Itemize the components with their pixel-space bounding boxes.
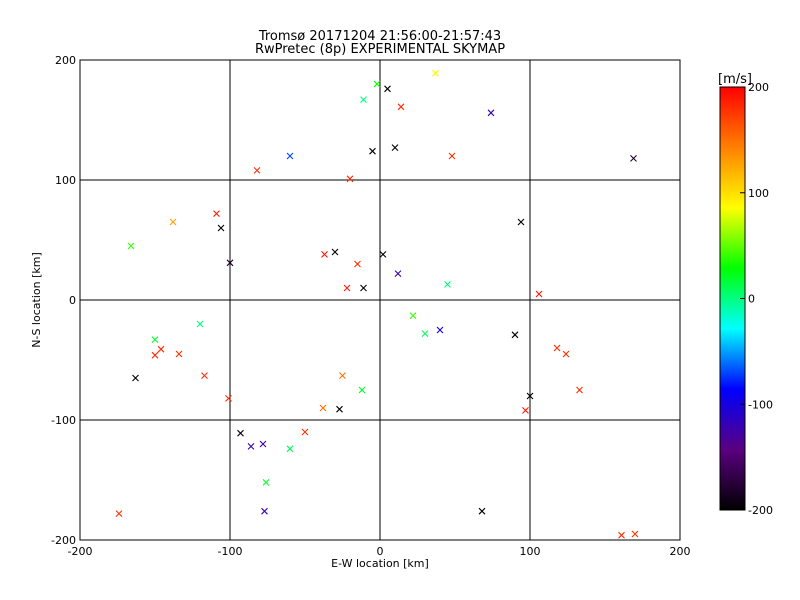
data-point-cross bbox=[487, 109, 495, 117]
data-point-cross bbox=[169, 218, 177, 226]
data-point-cross bbox=[394, 270, 402, 277]
data-point-cross bbox=[360, 284, 367, 292]
data-point-cross bbox=[262, 479, 270, 486]
data-point-cross bbox=[409, 312, 417, 319]
data-point-cross bbox=[373, 80, 381, 88]
data-point-cross bbox=[421, 330, 429, 337]
data-point-cross bbox=[196, 320, 204, 328]
data-point-cross bbox=[369, 147, 376, 155]
colorbar-tick-label: 200 bbox=[748, 81, 769, 94]
y-tick-label: -200 bbox=[51, 534, 76, 547]
data-point-cross bbox=[132, 374, 139, 382]
x-tick-label: 100 bbox=[520, 545, 541, 558]
data-point-cross bbox=[618, 531, 625, 539]
data-point-cross bbox=[384, 85, 391, 93]
data-point-cross bbox=[151, 336, 159, 343]
colorbar: [m/s] -200 -100 0 100 200 bbox=[718, 72, 773, 517]
chart-title: Tromsø 20171204 21:56:00-21:57:43 bbox=[258, 29, 501, 44]
data-point-cross bbox=[478, 507, 486, 515]
data-point-cross bbox=[444, 281, 451, 288]
data-point-cross bbox=[213, 210, 220, 217]
data-point-cross bbox=[259, 440, 267, 448]
plot-area: -200 -100 0 100 200 -200 -100 0 100 200 bbox=[51, 54, 690, 558]
colorbar-tick-label: -100 bbox=[748, 398, 773, 411]
data-point-cross bbox=[346, 175, 354, 183]
y-tick-label: 100 bbox=[55, 174, 76, 187]
data-point-cross bbox=[331, 248, 339, 256]
data-point-cross bbox=[115, 510, 123, 517]
data-point-cross bbox=[354, 260, 361, 268]
data-point-cross bbox=[397, 103, 405, 111]
grid-lines bbox=[80, 60, 680, 540]
data-point-cross bbox=[151, 351, 159, 359]
x-tick-label: 200 bbox=[670, 545, 691, 558]
data-point-cross bbox=[432, 69, 439, 77]
data-point-cross bbox=[336, 405, 343, 413]
y-axis-label: N-S location [km] bbox=[30, 252, 43, 348]
data-point-cross bbox=[379, 251, 387, 258]
x-tick-label: -100 bbox=[218, 545, 243, 558]
data-point-cross bbox=[526, 392, 534, 400]
data-point-cross bbox=[576, 386, 583, 394]
data-point-cross bbox=[553, 344, 561, 352]
data-point-cross bbox=[237, 429, 244, 437]
data-point-cross bbox=[301, 428, 309, 436]
data-point-cross bbox=[225, 395, 232, 402]
data-point-cross bbox=[319, 404, 327, 412]
data-point-cross bbox=[157, 345, 165, 353]
data-point-cross bbox=[253, 167, 261, 174]
colorbar-tick-label: -200 bbox=[748, 504, 773, 517]
x-tick-label: -200 bbox=[68, 545, 93, 558]
colorbar-tick-label: 100 bbox=[748, 187, 769, 200]
data-point-cross bbox=[321, 251, 328, 258]
x-axis-label: E-W location [km] bbox=[331, 557, 429, 570]
data-point-cross bbox=[217, 224, 225, 232]
data-point-cross bbox=[201, 372, 208, 379]
plot-frame bbox=[79, 59, 681, 541]
colorbar-tick-label: 0 bbox=[748, 293, 755, 306]
data-point-cross bbox=[360, 96, 367, 103]
data-point-cross bbox=[175, 350, 183, 358]
data-point-cross bbox=[358, 386, 366, 394]
data-point-cross bbox=[343, 284, 351, 292]
data-point-cross bbox=[226, 259, 234, 267]
data-point-cross bbox=[562, 350, 570, 358]
data-points bbox=[115, 69, 639, 539]
data-point-cross bbox=[286, 445, 294, 453]
y-tick-label: -100 bbox=[51, 414, 76, 427]
data-point-cross bbox=[339, 372, 346, 379]
data-point-cross bbox=[127, 242, 135, 250]
colorbar-ticks: -200 -100 0 100 200 bbox=[740, 81, 773, 517]
data-point-cross bbox=[247, 443, 255, 450]
data-point-cross bbox=[631, 530, 639, 538]
data-point-cross bbox=[522, 407, 529, 414]
axis-ticks: -200 -100 0 100 200 -200 -100 0 100 200 bbox=[51, 54, 690, 558]
data-point-cross bbox=[517, 218, 525, 226]
data-point-cross bbox=[448, 152, 456, 160]
colorbar-label: [m/s] bbox=[718, 72, 752, 87]
data-point-cross bbox=[261, 507, 268, 515]
x-tick-label: 0 bbox=[377, 545, 384, 558]
data-point-cross bbox=[436, 326, 444, 334]
data-point-cross bbox=[630, 155, 637, 162]
y-tick-label: 200 bbox=[55, 54, 76, 67]
data-point-cross bbox=[286, 152, 294, 160]
data-point-cross bbox=[391, 144, 399, 151]
y-tick-label: 0 bbox=[69, 294, 76, 307]
data-point-cross bbox=[511, 331, 519, 339]
chart-subtitle: RwPretec (8p) EXPERIMENTAL SKYMAP bbox=[255, 42, 505, 57]
data-point-cross bbox=[535, 290, 543, 298]
